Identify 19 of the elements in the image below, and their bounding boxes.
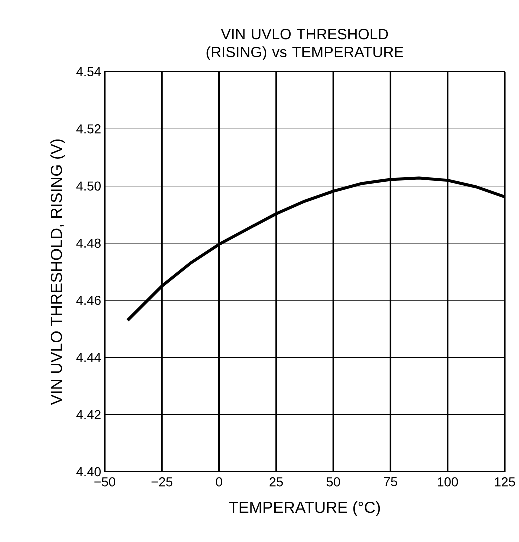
y-axis-title: VIN UVLO THRESHOLD, RISING (V) (50, 140, 66, 406)
chart-title: VIN UVLO THRESHOLD (RISING) vs TEMPERATURE (206, 29, 404, 60)
x-tick-label: −50 (94, 478, 116, 487)
y-tick-label: 4.46 (76, 296, 101, 306)
x-tick-label: −25 (152, 478, 173, 487)
x-tick-label: 75 (384, 478, 398, 487)
y-tick-label: 4.52 (76, 124, 101, 134)
y-tick-label: 4.42 (76, 410, 101, 420)
y-tick-label: 4.40 (76, 467, 101, 477)
x-axis-title: TEMPERATURE (°C) (229, 502, 380, 516)
y-tick-label: 4.50 (76, 182, 101, 191)
x-tick-label: 125 (495, 478, 516, 487)
x-tick-label: 100 (438, 478, 458, 487)
y-tick-label: 4.44 (76, 353, 102, 362)
x-tick-label: 50 (326, 478, 340, 487)
y-tick-label: 4.48 (76, 238, 101, 248)
x-tick-label: 25 (270, 478, 284, 487)
y-tick-label: 4.54 (76, 67, 102, 77)
x-tick-label: 0 (216, 478, 222, 487)
